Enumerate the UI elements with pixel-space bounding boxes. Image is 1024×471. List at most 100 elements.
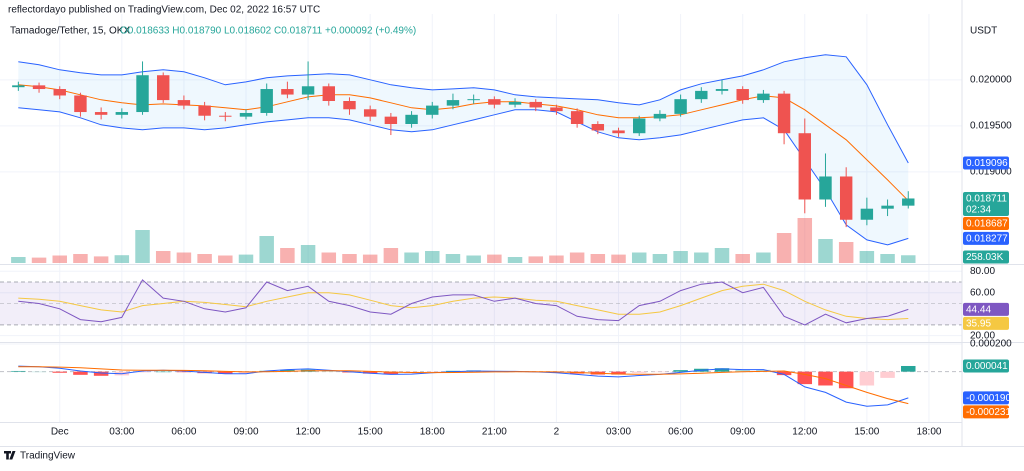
price-tag bbox=[963, 231, 1009, 245]
candle-body bbox=[550, 107, 563, 112]
price-tag bbox=[963, 359, 1009, 373]
volume-bar bbox=[31, 257, 47, 263]
histogram-bar bbox=[776, 371, 792, 376]
histogram-bar bbox=[673, 370, 688, 372]
y-tick-label: 20.00 bbox=[970, 330, 995, 341]
histogram-bar bbox=[425, 371, 440, 373]
candle-body bbox=[633, 118, 646, 134]
publisher: reflectordayo published on TradingView.c… bbox=[8, 5, 320, 16]
volume-bar bbox=[838, 242, 854, 263]
volume-bar bbox=[487, 254, 502, 263]
candle-body bbox=[301, 86, 315, 95]
candle-body bbox=[405, 114, 418, 125]
candle-body bbox=[281, 89, 294, 95]
volume-bar bbox=[859, 251, 875, 263]
histogram-bar bbox=[652, 371, 668, 373]
histogram-bar bbox=[714, 368, 730, 372]
volume-bar bbox=[404, 252, 419, 263]
candle-body bbox=[757, 93, 770, 101]
candle-body bbox=[467, 99, 480, 101]
histogram-bar bbox=[73, 371, 88, 375]
price-tag-label: 0.018687 bbox=[966, 218, 1008, 229]
histogram-bar bbox=[93, 371, 109, 376]
y-tick-label: 0.020000 bbox=[970, 74, 1012, 85]
candle-body bbox=[508, 101, 522, 105]
candle-body bbox=[695, 90, 708, 100]
candle-body bbox=[12, 85, 25, 88]
candle-body bbox=[715, 89, 729, 91]
volume-bar bbox=[797, 218, 813, 263]
line bbox=[18, 283, 909, 321]
candle-body bbox=[902, 198, 915, 206]
candle-body bbox=[736, 89, 749, 101]
x-tick-label: 21:00 bbox=[482, 427, 507, 438]
candle-body bbox=[384, 116, 398, 125]
volume-bar bbox=[611, 254, 626, 263]
x-tick-label: Dec bbox=[51, 427, 69, 438]
histogram-bar bbox=[756, 369, 771, 372]
logo-icon bbox=[4, 451, 16, 460]
volume-bar bbox=[569, 252, 585, 263]
volume-bar bbox=[631, 252, 647, 263]
candle-body bbox=[322, 86, 335, 101]
volume-bar bbox=[425, 251, 440, 263]
x-tick-label: 06:00 bbox=[668, 427, 693, 438]
plot-area bbox=[0, 54, 962, 407]
histogram-bar bbox=[880, 371, 895, 378]
y-tick-label: 0.019000 bbox=[970, 167, 1012, 178]
volume-bar bbox=[756, 252, 771, 263]
candle-body bbox=[839, 176, 853, 220]
footer-text: TradingView bbox=[20, 451, 76, 462]
x-tick-label: 09:00 bbox=[233, 427, 258, 438]
volume-bar bbox=[300, 245, 316, 263]
volume-bar bbox=[383, 248, 399, 263]
volume-bar bbox=[197, 254, 212, 263]
x-tick-label: 15:00 bbox=[854, 427, 879, 438]
candle-body bbox=[260, 89, 273, 113]
candle-body bbox=[136, 75, 149, 113]
volume-bar bbox=[114, 255, 130, 263]
volume-bar bbox=[714, 248, 730, 263]
axis-labels: Dec 03:00 06:00 09:00 12:00 15:00 18:00 21:00 2 0… bbox=[51, 74, 1012, 437]
volume-bar bbox=[673, 251, 688, 263]
footer-logo: TradingView bbox=[4, 451, 76, 462]
price-tag-label: 0.018711 bbox=[966, 193, 1007, 204]
x-tick-label: 15:00 bbox=[358, 427, 383, 438]
volume-bar bbox=[73, 254, 88, 263]
candle-body bbox=[529, 101, 542, 108]
candle-body bbox=[612, 130, 625, 134]
volume-bar bbox=[52, 255, 67, 263]
price-tag bbox=[963, 156, 1009, 170]
candle-body bbox=[32, 85, 46, 90]
price-tag-label: 35.95 bbox=[966, 318, 991, 329]
x-tick-label: 18:00 bbox=[916, 427, 941, 438]
candle-body bbox=[860, 208, 874, 220]
price-tag-label: 0.019096 bbox=[966, 158, 1008, 169]
grid bbox=[0, 14, 962, 422]
volume-bar bbox=[259, 236, 274, 263]
candle-body bbox=[881, 205, 894, 209]
volume-bar bbox=[176, 252, 192, 263]
volume-bar bbox=[445, 254, 461, 263]
candle-body bbox=[239, 112, 253, 117]
volume-bar bbox=[549, 255, 564, 263]
candle-body bbox=[777, 93, 791, 134]
volume-bar bbox=[362, 254, 378, 263]
price-tag bbox=[963, 191, 1009, 216]
price-tag-label: -0.000190 bbox=[966, 393, 1011, 404]
histogram-bar bbox=[135, 371, 150, 373]
histogram-bar bbox=[859, 371, 875, 386]
volume-bar bbox=[507, 257, 523, 263]
volume-bar bbox=[776, 233, 792, 263]
line bbox=[18, 279, 909, 326]
volume-bar bbox=[11, 257, 26, 263]
price-tag bbox=[963, 405, 1009, 419]
countdown-label: 02:34 bbox=[966, 205, 991, 216]
x-tick-label: 2 bbox=[554, 427, 560, 438]
axis-title: USDT bbox=[970, 26, 997, 37]
histogram-bar bbox=[155, 371, 171, 373]
candle-body bbox=[343, 101, 356, 110]
volume-bar bbox=[735, 254, 750, 263]
volume-bar bbox=[135, 230, 150, 263]
